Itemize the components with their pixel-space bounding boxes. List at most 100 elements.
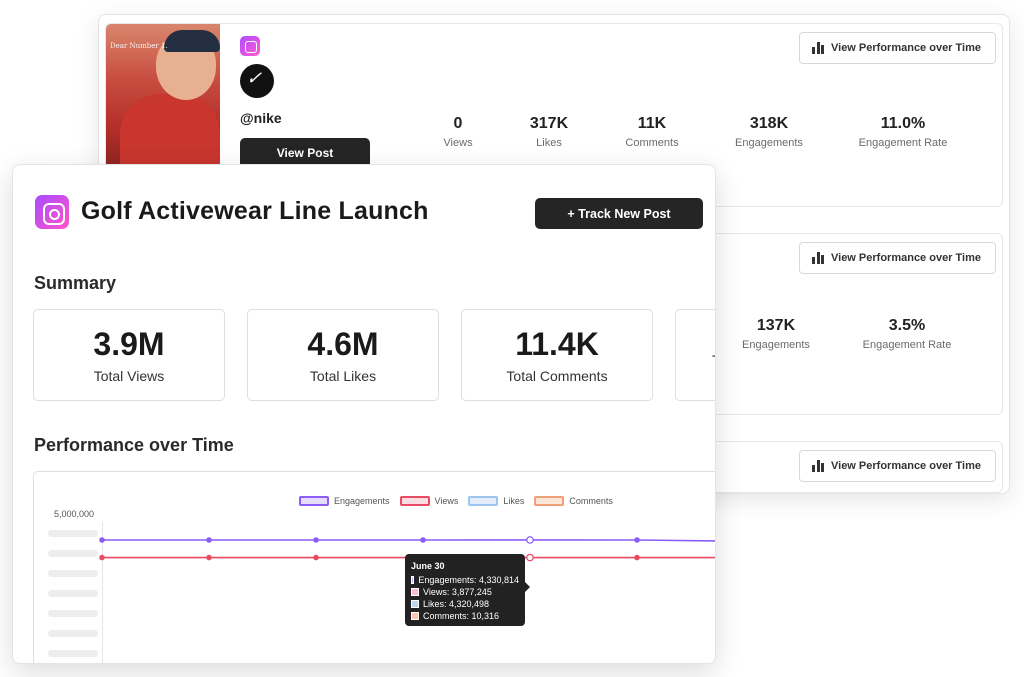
stat-label: Engagements (742, 339, 810, 351)
tooltip-row: Engagements: 4,330,814 (411, 574, 519, 586)
summary-card-likes: 4.6M Total Likes (247, 309, 439, 401)
stat-comments: 11K Comments (625, 114, 678, 149)
stat-label: Engagements (735, 137, 803, 149)
thumbnail-cap (164, 30, 220, 52)
legend-swatch (399, 496, 430, 506)
y-tick-placeholder (48, 570, 98, 577)
summary-value: 11.4K (515, 326, 599, 362)
legend-item-likes[interactable]: Likes (468, 496, 524, 506)
y-tick-placeholder (48, 630, 98, 637)
stat-label: Engagement Rate (862, 339, 952, 351)
legend-swatch (534, 496, 565, 506)
data-point-views[interactable] (634, 554, 640, 561)
bar-chart-icon (812, 252, 824, 264)
legend-item-views[interactable]: Views (399, 496, 459, 506)
tooltip-swatch (411, 600, 419, 608)
legend-item-engagements[interactable]: Engagements (299, 496, 390, 506)
tooltip-row: Views: 3,877,245 (411, 586, 519, 598)
data-point-views[interactable] (313, 554, 319, 561)
data-point-views[interactable] (526, 553, 534, 562)
stat-value: 3.5% (888, 317, 926, 334)
data-point-engagements[interactable] (526, 536, 534, 544)
tooltip-row: Comments: 10,316 (411, 610, 519, 622)
tooltip-swatch (411, 588, 419, 596)
legend-label: Views (434, 496, 459, 506)
data-point-engagements[interactable] (99, 537, 105, 543)
legend-swatch (299, 496, 329, 506)
tooltip-text: Engagements: 4,330,814 (418, 575, 519, 585)
data-point-views[interactable] (99, 554, 105, 561)
data-point-engagements[interactable] (313, 537, 319, 543)
track-new-post-button[interactable]: + Track New Post (535, 198, 703, 229)
view-performance-label: View Performance over Time (831, 252, 981, 264)
bar-chart-icon (812, 42, 824, 54)
data-point-views[interactable] (206, 554, 212, 561)
summary-label: T (676, 352, 715, 368)
view-post-button[interactable]: View Post (240, 138, 370, 168)
y-tick-placeholder (48, 650, 98, 657)
post-thumbnail[interactable]: Dear Number 1. (106, 24, 220, 168)
summary-value: 3.9M (93, 326, 165, 362)
tooltip-row: Likes: 4,320,498 (411, 598, 519, 610)
data-point-engagements[interactable] (420, 537, 426, 543)
stat-value: 11.0% (880, 115, 926, 132)
legend-label: Likes (503, 496, 525, 506)
stat-value: 317K (529, 115, 569, 132)
instagram-icon (35, 195, 69, 229)
stat-engagement-rate: 11.0% Engagement Rate (859, 114, 948, 149)
summary-card-comments: 11.4K Total Comments (461, 309, 653, 401)
legend-swatch (468, 496, 499, 506)
legend-item-comments[interactable]: Comments (534, 496, 613, 506)
stat-value: 11K (637, 115, 667, 132)
campaign-panel: Golf Activewear Line Launch + Track New … (12, 164, 716, 664)
y-tick-placeholder (48, 550, 98, 557)
bar-chart-icon (812, 460, 824, 472)
summary-card-views: 3.9M Total Views (33, 309, 225, 401)
chart-legend: Engagements Views Likes Comments (299, 496, 613, 506)
view-performance-button[interactable]: View Performance over Time (799, 450, 996, 482)
y-tick-placeholder (48, 610, 98, 617)
tooltip-swatch (411, 576, 415, 584)
tooltip-swatch (411, 612, 419, 620)
account-handle: @nike (240, 110, 282, 126)
summary-heading: Summary (34, 273, 117, 293)
data-point-engagements[interactable] (634, 537, 640, 543)
chart-tooltip: June 30 Engagements: 4,330,814 Views: 3,… (405, 554, 530, 626)
chart-plot (99, 536, 715, 562)
stat-engagements: 318K Engagements (735, 114, 803, 149)
y-axis (102, 522, 103, 663)
summary-card-partial: T (675, 309, 715, 401)
stat-engagement-rate: 3.5% Engagement Rate (863, 316, 952, 351)
summary-label: Total Views (93, 368, 165, 384)
stat-value: 0 (453, 115, 463, 132)
stat-label: Views (443, 137, 473, 149)
stat-label: Comments (625, 137, 679, 149)
stat-label: Engagement Rate (858, 137, 948, 149)
y-tick-placeholder (48, 530, 98, 537)
instagram-icon (240, 36, 260, 56)
view-performance-label: View Performance over Time (831, 42, 981, 54)
performance-chart: Engagements Views Likes Comments 5,000,0… (33, 471, 715, 663)
y-tick-placeholder (48, 590, 98, 597)
summary-label: Total Comments (506, 368, 608, 384)
summary-label: Total Likes (309, 368, 377, 384)
tooltip-text: Likes: 4,320,498 (423, 599, 490, 609)
view-performance-button[interactable]: View Performance over Time (799, 242, 996, 274)
performance-heading: Performance over Time (34, 435, 234, 455)
campaign-title: Golf Activewear Line Launch (81, 197, 429, 225)
stat-likes: 317K Likes (530, 114, 568, 149)
legend-label: Engagements (334, 496, 390, 506)
summary-value: 4.6M (307, 326, 379, 362)
tooltip-text: Comments: 10,316 (423, 611, 500, 621)
stat-label: Likes (536, 137, 562, 149)
stat-views: 0 Views (443, 114, 472, 149)
thumbnail-caption: Dear Number 1. (110, 42, 168, 50)
stat-value: 318K (749, 115, 789, 132)
nike-logo-icon (240, 64, 274, 98)
view-performance-label: View Performance over Time (831, 460, 981, 472)
thumbnail-shirt (120, 94, 220, 168)
y-tick-label: 5,000,000 (54, 509, 95, 519)
data-point-engagements[interactable] (206, 537, 212, 543)
view-performance-button[interactable]: View Performance over Time (799, 32, 996, 64)
legend-label: Comments (569, 496, 613, 506)
